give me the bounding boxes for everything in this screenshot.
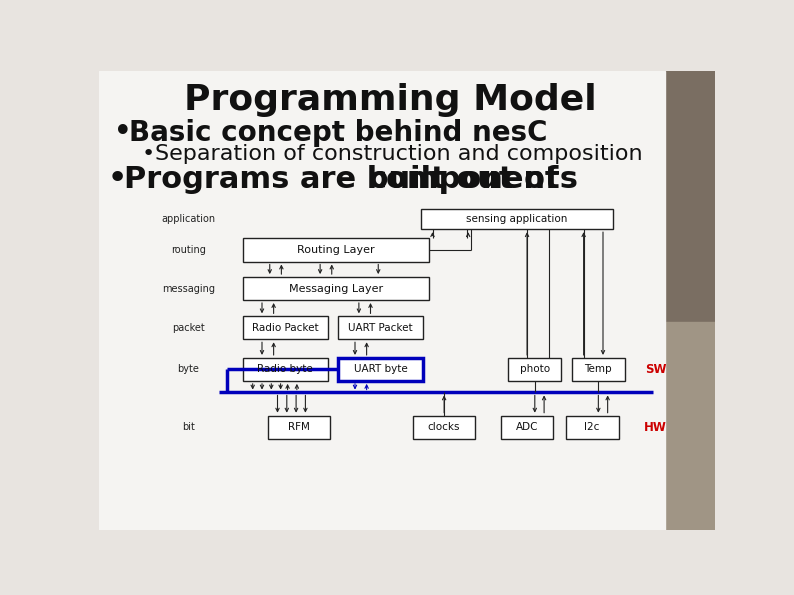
Bar xyxy=(665,322,715,530)
Bar xyxy=(421,209,613,229)
Text: Separation of construction and composition: Separation of construction and compositi… xyxy=(155,144,642,164)
Bar xyxy=(508,358,561,381)
Text: Programming Model: Programming Model xyxy=(183,83,596,117)
Bar xyxy=(338,358,423,381)
Bar xyxy=(665,71,715,322)
Text: photo: photo xyxy=(520,364,550,374)
Text: byte: byte xyxy=(177,364,199,374)
Bar xyxy=(566,415,619,439)
Bar xyxy=(501,415,553,439)
Text: clocks: clocks xyxy=(428,422,461,432)
Text: •: • xyxy=(114,117,133,149)
Text: SW: SW xyxy=(645,363,666,376)
Bar xyxy=(243,277,429,300)
Text: Messaging Layer: Messaging Layer xyxy=(288,284,383,293)
Text: components: components xyxy=(369,165,579,194)
Bar xyxy=(243,317,328,339)
Text: application: application xyxy=(161,214,215,224)
Text: HW: HW xyxy=(644,421,667,434)
Text: routing: routing xyxy=(171,245,206,255)
Text: •: • xyxy=(107,162,129,196)
Text: ADC: ADC xyxy=(516,422,538,432)
Text: sensing application: sensing application xyxy=(466,214,568,224)
Bar xyxy=(243,358,328,381)
Text: packet: packet xyxy=(172,323,205,333)
Text: UART Packet: UART Packet xyxy=(349,323,413,333)
Text: Radio Packet: Radio Packet xyxy=(252,323,318,333)
Bar xyxy=(243,239,429,262)
Text: Radio byte: Radio byte xyxy=(257,364,313,374)
Bar xyxy=(572,358,625,381)
Text: I2c: I2c xyxy=(584,422,599,432)
Text: RFM: RFM xyxy=(288,422,310,432)
Text: Temp: Temp xyxy=(584,364,612,374)
Text: messaging: messaging xyxy=(162,284,215,293)
Bar xyxy=(268,415,330,439)
Text: Basic concept behind nesC: Basic concept behind nesC xyxy=(129,119,547,147)
Text: •: • xyxy=(142,144,155,164)
Text: Programs are built out of: Programs are built out of xyxy=(124,165,569,194)
Text: Routing Layer: Routing Layer xyxy=(297,245,375,255)
Bar xyxy=(413,415,475,439)
Text: UART byte: UART byte xyxy=(353,364,407,374)
Text: bit: bit xyxy=(182,422,195,432)
Bar xyxy=(338,317,423,339)
